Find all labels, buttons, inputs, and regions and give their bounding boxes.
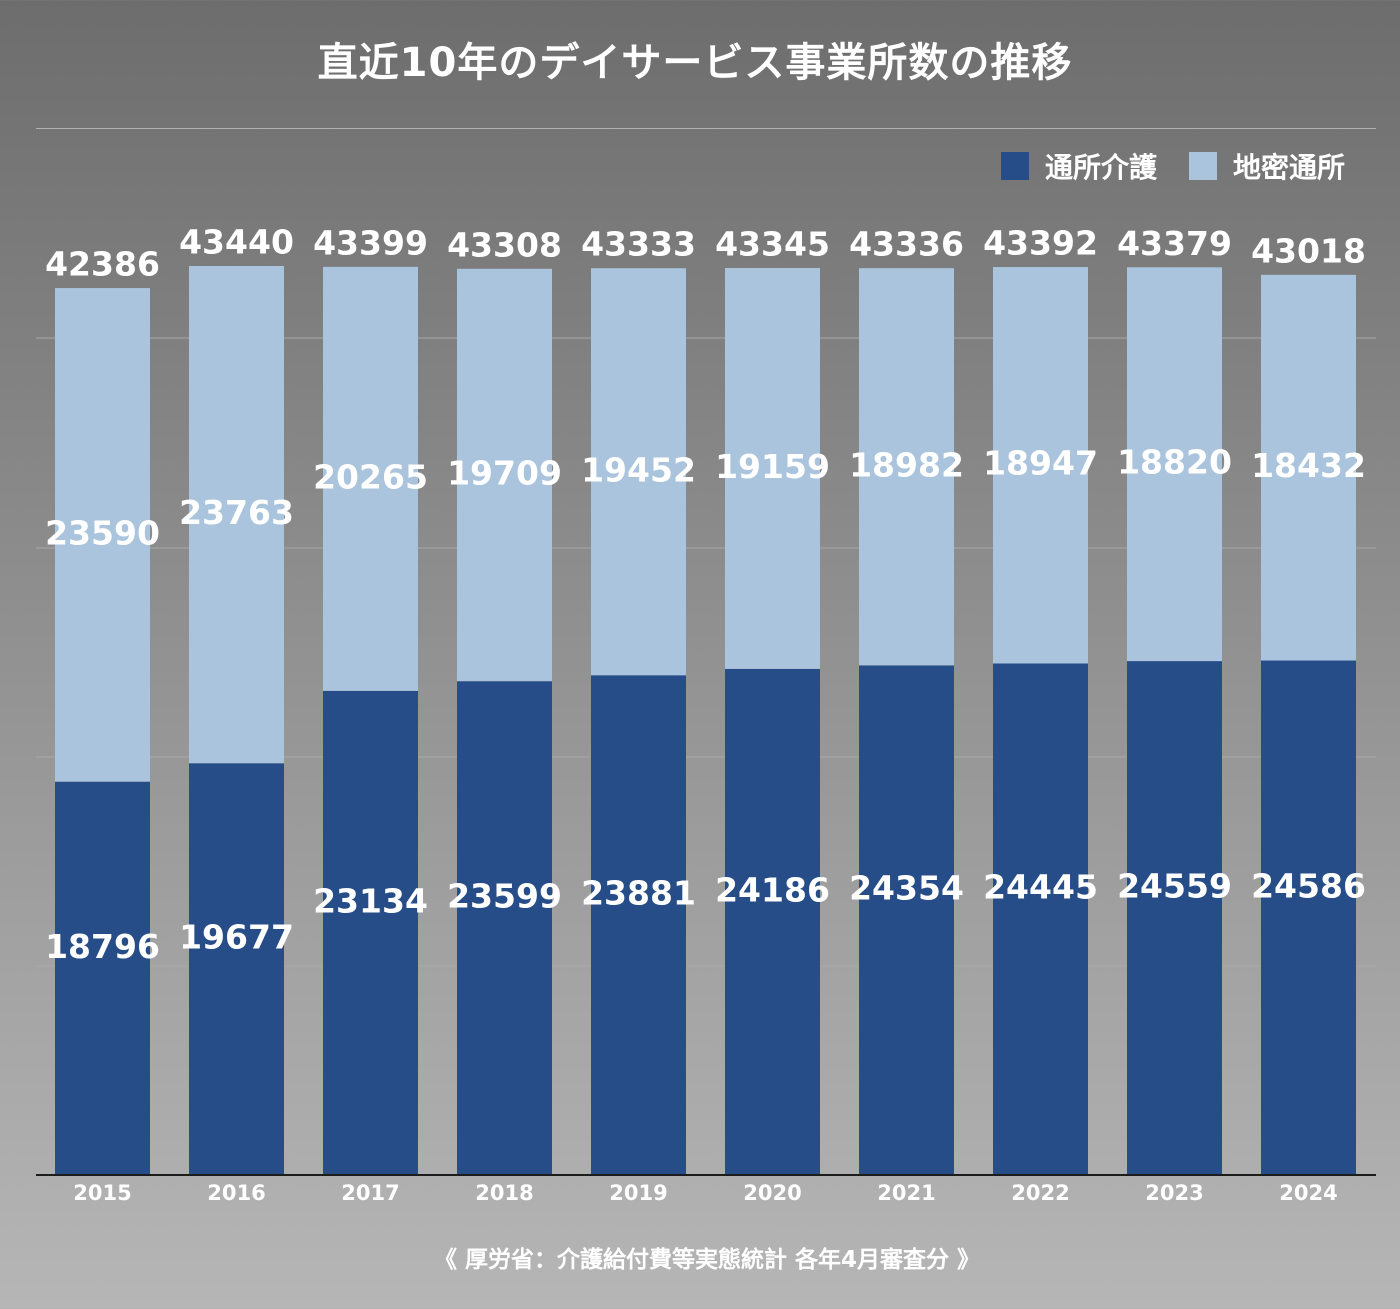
x-tick-label-2022: 2022 (1011, 1181, 1069, 1205)
bar-tsusho-2022 (993, 663, 1088, 1175)
x-tick-label-2020: 2020 (743, 1181, 801, 1205)
value-label-tsusho-2019: 23881 (581, 874, 696, 913)
total-label-2020: 43345 (715, 224, 830, 263)
x-tick-label-2019: 2019 (609, 1181, 667, 1205)
value-label-tsusho-2015: 18796 (45, 927, 160, 966)
bar-tsusho-2016 (189, 763, 284, 1175)
value-label-tsusho-2017: 23134 (313, 881, 428, 920)
x-tick-label-2021: 2021 (877, 1181, 935, 1205)
bar-tsusho-2021 (859, 665, 954, 1175)
x-tick-label-2018: 2018 (475, 1181, 533, 1205)
bar-chimitsu-2018 (457, 268, 552, 682)
bar-chimitsu-2024 (1261, 274, 1356, 661)
value-label-tsusho-2022: 24445 (983, 868, 1098, 907)
source-note: 《 厚労省：介護給付費等実態統計 各年4月審査分 》 (433, 1247, 981, 1273)
bar-tsusho-2018 (457, 681, 552, 1175)
bar-chimitsu-2022 (993, 267, 1088, 664)
value-label-tsusho-2020: 24186 (715, 870, 830, 909)
title-divider (36, 128, 1376, 129)
total-label-2017: 43399 (313, 223, 428, 262)
legend-item-tsusho: 通所介護 (1000, 146, 1157, 186)
bar-tsusho-2020 (725, 668, 820, 1175)
value-label-chimitsu-2016: 23763 (179, 493, 294, 532)
value-label-chimitsu-2019: 19452 (581, 450, 696, 489)
legend-swatch-chimitsu (1188, 152, 1217, 180)
value-label-chimitsu-2018: 19709 (447, 453, 562, 492)
value-label-chimitsu-2024: 18432 (1251, 446, 1366, 485)
x-tick-label-2017: 2017 (341, 1181, 399, 1205)
total-label-2022: 43392 (983, 224, 1098, 263)
value-label-chimitsu-2017: 20265 (313, 457, 428, 496)
total-label-2021: 43336 (849, 225, 964, 264)
legend: 通所介護 地密通所 (987, 146, 1345, 186)
total-label-2019: 43333 (581, 225, 696, 264)
bar-chimitsu-2015 (55, 288, 150, 782)
value-label-chimitsu-2021: 18982 (849, 445, 964, 484)
value-label-chimitsu-2020: 19159 (715, 447, 830, 486)
bar-tsusho-2015 (55, 781, 150, 1175)
legend-item-chimitsu: 地密通所 (1188, 146, 1345, 186)
chart-title: 直近10年のデイサービス事業所数の推移 (317, 40, 1073, 86)
bar-tsusho-2023 (1127, 661, 1222, 1175)
bar-tsusho-2019 (591, 675, 686, 1175)
total-label-2024: 43018 (1251, 231, 1366, 270)
bar-chimitsu-2017 (323, 266, 418, 691)
value-label-chimitsu-2022: 18947 (983, 444, 1098, 483)
value-label-tsusho-2023: 24559 (1117, 867, 1232, 906)
total-label-2018: 43308 (447, 225, 562, 264)
x-tick-label-2024: 2024 (1279, 1181, 1337, 1205)
bar-chimitsu-2019 (591, 268, 686, 676)
bar-chimitsu-2020 (725, 267, 820, 669)
bar-chimitsu-2016 (189, 266, 284, 764)
total-label-2016: 43440 (179, 223, 294, 262)
total-label-2015: 42386 (45, 245, 160, 284)
value-label-chimitsu-2023: 18820 (1117, 443, 1232, 482)
x-tick-label-2015: 2015 (73, 1181, 131, 1205)
value-label-chimitsu-2015: 23590 (45, 513, 160, 552)
total-label-2023: 43379 (1117, 224, 1232, 263)
value-label-tsusho-2021: 24354 (849, 869, 964, 908)
bar-tsusho-2024 (1261, 660, 1356, 1175)
legend-label-tsusho: 通所介護 (1044, 151, 1157, 184)
bar-chimitsu-2023 (1127, 267, 1222, 662)
x-tick-label-2023: 2023 (1145, 1181, 1203, 1205)
legend-label-chimitsu: 地密通所 (1232, 151, 1345, 184)
legend-swatch-tsusho (1000, 152, 1029, 180)
x-tick-label-2016: 2016 (207, 1181, 265, 1205)
value-label-tsusho-2018: 23599 (447, 877, 562, 916)
value-label-tsusho-2016: 19677 (179, 918, 294, 957)
value-label-tsusho-2024: 24586 (1251, 866, 1366, 905)
bar-chimitsu-2021 (859, 268, 954, 666)
bar-tsusho-2017 (323, 690, 418, 1175)
